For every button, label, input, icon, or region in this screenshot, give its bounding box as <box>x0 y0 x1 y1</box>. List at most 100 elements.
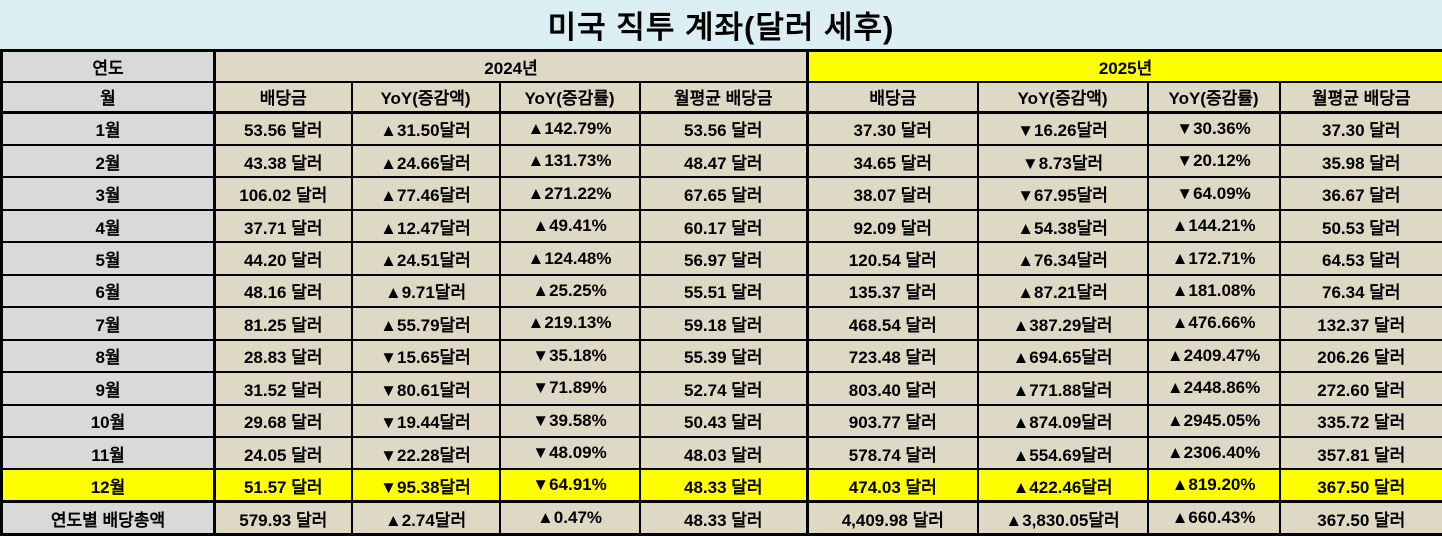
cell-2024-dividend: 37.71 달러 <box>213 208 353 244</box>
cell-2025-yoy-rate: ▼64.09% <box>1146 176 1281 211</box>
cell-2025-monthly-avg: 335.72 달러 <box>1278 403 1442 439</box>
table-row-highlighted: 12월 51.57 달러 ▼95.38달러 ▼64.91% 48.33 달러 4… <box>0 468 1442 503</box>
month-label-header: 월 <box>0 80 216 114</box>
cell-2024-yoy-rate: ▲219.13% <box>498 306 641 341</box>
cell-2024-dividend: 53.56 달러 <box>213 111 353 146</box>
cell-2024-yoy-amount: ▼15.65달러 <box>350 338 501 374</box>
cell-2024-dividend: 48.16 달러 <box>213 273 353 309</box>
month-label: 6월 <box>0 273 216 309</box>
page-title: 미국 직투 계좌(달러 세후) <box>0 0 1442 49</box>
col-2025-yoy-amount: YoY(증감액) <box>976 80 1149 114</box>
cell-2024-monthly-avg: 59.18 달러 <box>638 306 809 341</box>
month-label: 11월 <box>0 436 216 471</box>
cell-2024-yoy-rate: ▼35.18% <box>498 338 641 374</box>
cell-2024-yoy-rate: ▲0.47% <box>498 500 641 536</box>
cell-2025-dividend: 468.54 달러 <box>806 306 979 341</box>
cell-2024-dividend: 81.25 달러 <box>213 306 353 341</box>
cell-2025-yoy-amount: ▼16.26달러 <box>976 111 1149 146</box>
year-header-row: 연도 2024년 2025년 <box>0 49 1442 83</box>
total-label: 연도별 배당총액 <box>0 500 216 536</box>
cell-2024-dividend: 24.05 달러 <box>213 436 353 471</box>
month-label: 7월 <box>0 306 216 341</box>
table-row: 2월 43.38 달러 ▲24.66달러 ▲131.73% 48.47 달러 3… <box>0 143 1442 179</box>
cell-2024-monthly-avg: 55.39 달러 <box>638 338 809 374</box>
cell-2024-yoy-rate: ▲271.22% <box>498 176 641 211</box>
table-row: 3월 106.02 달러 ▲77.46달러 ▲271.22% 67.65 달러 … <box>0 176 1442 211</box>
cell-2025-yoy-rate: ▲2945.05% <box>1146 403 1281 439</box>
month-label: 4월 <box>0 208 216 244</box>
cell-2025-dividend: 38.07 달러 <box>806 176 979 211</box>
cell-2024-monthly-avg: 55.51 달러 <box>638 273 809 309</box>
cell-2024-yoy-rate: ▲49.41% <box>498 208 641 244</box>
cell-2024-monthly-avg: 50.43 달러 <box>638 403 809 439</box>
cell-2024-yoy-rate: ▼71.89% <box>498 371 641 406</box>
cell-2024-monthly-avg: 48.47 달러 <box>638 143 809 179</box>
month-label: 2월 <box>0 143 216 179</box>
cell-2025-yoy-rate: ▲2306.40% <box>1146 436 1281 471</box>
col-2024-monthly-avg: 월평균 배당금 <box>638 80 809 114</box>
cell-2024-yoy-rate: ▲142.79% <box>498 111 641 146</box>
cell-2025-monthly-avg: 357.81 달러 <box>1278 436 1442 471</box>
cell-2025-yoy-amount: ▲76.34달러 <box>976 241 1149 276</box>
col-2025-dividend: 배당금 <box>806 80 979 114</box>
cell-2024-yoy-rate: ▲131.73% <box>498 143 641 179</box>
cell-2024-dividend: 106.02 달러 <box>213 176 353 211</box>
cell-2024-yoy-amount: ▼19.44달러 <box>350 403 501 439</box>
cell-2024-monthly-avg: 67.65 달러 <box>638 176 809 211</box>
cell-2025-yoy-rate: ▲2448.86% <box>1146 371 1281 406</box>
month-label: 1월 <box>0 111 216 146</box>
cell-2024-yoy-amount: ▲9.71달러 <box>350 273 501 309</box>
cell-2025-yoy-rate: ▲476.66% <box>1146 306 1281 341</box>
cell-2024-dividend: 579.93 달러 <box>213 500 353 536</box>
cell-2024-yoy-rate: ▼64.91% <box>498 468 641 503</box>
cell-2025-monthly-avg: 132.37 달러 <box>1278 306 1442 341</box>
cell-2024-yoy-amount: ▼95.38달러 <box>350 468 501 503</box>
year-2025-header: 2025년 <box>806 49 1442 83</box>
col-2025-monthly-avg: 월평균 배당금 <box>1278 80 1442 114</box>
cell-2025-monthly-avg: 272.60 달러 <box>1278 371 1442 406</box>
cell-2024-yoy-amount: ▲12.47달러 <box>350 208 501 244</box>
cell-2025-monthly-avg: 50.53 달러 <box>1278 208 1442 244</box>
cell-2025-dividend: 903.77 달러 <box>806 403 979 439</box>
table-row: 6월 48.16 달러 ▲9.71달러 ▲25.25% 55.51 달러 135… <box>0 273 1442 309</box>
cell-2025-yoy-amount: ▼67.95달러 <box>976 176 1149 211</box>
table-row: 11월 24.05 달러 ▼22.28달러 ▼48.09% 48.03 달러 5… <box>0 436 1442 471</box>
cell-2025-dividend: 37.30 달러 <box>806 111 979 146</box>
cell-2024-yoy-rate: ▲124.48% <box>498 241 641 276</box>
month-label: 5월 <box>0 241 216 276</box>
cell-2025-yoy-amount: ▲87.21달러 <box>976 273 1149 309</box>
table-row: 1월 53.56 달러 ▲31.50달러 ▲142.79% 53.56 달러 3… <box>0 111 1442 146</box>
table-row: 7월 81.25 달러 ▲55.79달러 ▲219.13% 59.18 달러 4… <box>0 306 1442 341</box>
cell-2025-dividend: 578.74 달러 <box>806 436 979 471</box>
cell-2024-dividend: 43.38 달러 <box>213 143 353 179</box>
cell-2025-yoy-amount: ▲874.09달러 <box>976 403 1149 439</box>
cell-2025-monthly-avg: 367.50 달러 <box>1278 500 1442 536</box>
month-label: 9월 <box>0 371 216 406</box>
col-2025-yoy-rate: YoY(증감률) <box>1146 80 1281 114</box>
cell-2025-yoy-rate: ▲2409.47% <box>1146 338 1281 374</box>
dividend-table: 연도 2024년 2025년 월 배당금 YoY(증감액) YoY(증감률) 월… <box>0 49 1442 536</box>
col-2024-yoy-rate: YoY(증감률) <box>498 80 641 114</box>
cell-2025-yoy-rate: ▼30.36% <box>1146 111 1281 146</box>
cell-2024-monthly-avg: 56.97 달러 <box>638 241 809 276</box>
cell-2025-yoy-rate: ▲819.20% <box>1146 468 1281 503</box>
year-2024-header: 2024년 <box>213 49 809 83</box>
cell-2025-monthly-avg: 206.26 달러 <box>1278 338 1442 374</box>
cell-2024-monthly-avg: 60.17 달러 <box>638 208 809 244</box>
table-row: 4월 37.71 달러 ▲12.47달러 ▲49.41% 60.17 달러 92… <box>0 208 1442 244</box>
cell-2024-yoy-amount: ▲24.51달러 <box>350 241 501 276</box>
cell-2024-monthly-avg: 52.74 달러 <box>638 371 809 406</box>
month-label: 3월 <box>0 176 216 211</box>
cell-2025-yoy-amount: ▲694.65달러 <box>976 338 1149 374</box>
column-header-row: 월 배당금 YoY(증감액) YoY(증감률) 월평균 배당금 배당금 YoY(… <box>0 80 1442 114</box>
month-label: 12월 <box>0 468 216 503</box>
col-2024-yoy-amount: YoY(증감액) <box>350 80 501 114</box>
cell-2024-yoy-amount: ▲2.74달러 <box>350 500 501 536</box>
cell-2025-yoy-amount: ▲54.38달러 <box>976 208 1149 244</box>
cell-2024-yoy-amount: ▲31.50달러 <box>350 111 501 146</box>
cell-2024-dividend: 44.20 달러 <box>213 241 353 276</box>
cell-2024-yoy-rate: ▼48.09% <box>498 436 641 471</box>
cell-2025-dividend: 135.37 달러 <box>806 273 979 309</box>
month-label: 8월 <box>0 338 216 374</box>
